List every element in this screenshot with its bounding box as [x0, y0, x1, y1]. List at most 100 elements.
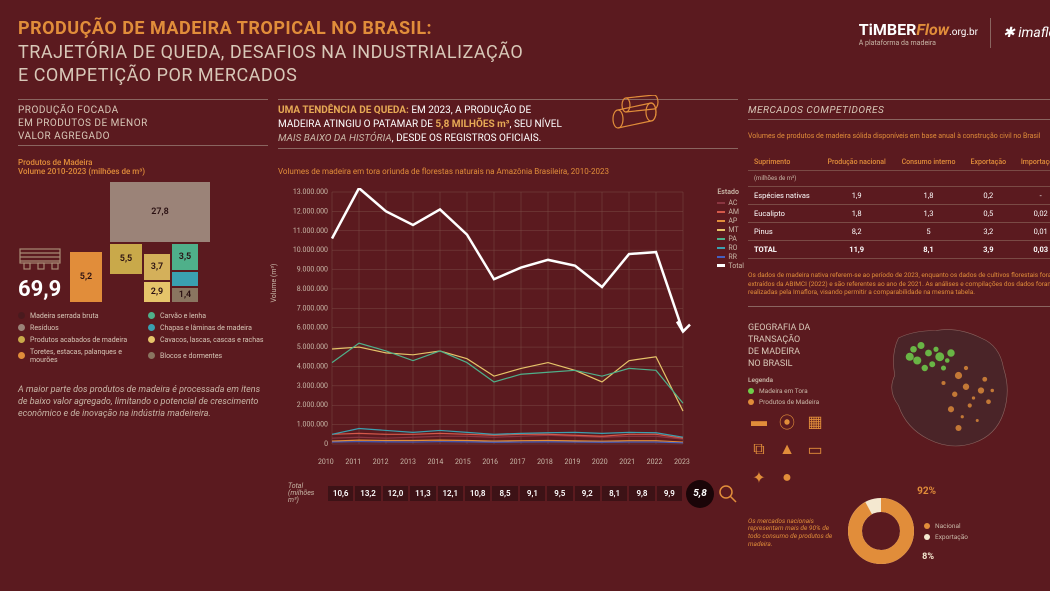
- logs-decoration-icon: [606, 95, 666, 131]
- year-label: 2022: [647, 458, 663, 466]
- total-cell: 13,2: [355, 486, 380, 501]
- year-label: 2010: [318, 458, 334, 466]
- year-label: 2018: [537, 458, 553, 466]
- rule: [18, 99, 268, 100]
- legend-item: Carvão e lenha: [148, 312, 268, 320]
- chart-subtitle: Volumes de madeira em tora oriunda de fl…: [278, 167, 738, 176]
- total-cell: 10,8: [465, 486, 490, 501]
- total-cell: 12,0: [383, 486, 408, 501]
- brand-timber: TiMBER: [859, 20, 917, 39]
- treemap: 27,85,25,53,72,93,51,4: [70, 182, 210, 302]
- treemap-cell: 3,7: [144, 254, 170, 280]
- table-cell: 8,1: [894, 241, 963, 259]
- table-cell: Pinus: [748, 223, 820, 241]
- pile-icon: ▲: [776, 438, 798, 460]
- planks-icon: ▬: [748, 410, 770, 432]
- treemap-cell: 2,9: [144, 282, 170, 302]
- legend-item: Resíduos: [18, 324, 138, 332]
- y-axis-label: Volume (m³): [270, 263, 278, 302]
- table-cell: 5: [894, 223, 963, 241]
- trend-heading: UMA TENDÊNCIA DE QUEDA: EM 2023, A PRODU…: [278, 104, 738, 146]
- rule: [18, 145, 268, 146]
- total-cell: 10,6: [328, 486, 353, 501]
- brand-flow: Flow: [916, 20, 949, 39]
- treemap-cell: 1,4: [172, 288, 198, 302]
- year-label: 2019: [565, 458, 581, 466]
- year-label: 2021: [619, 458, 635, 466]
- total-cell: 8,1: [602, 486, 627, 501]
- legend-item: Chapas e lâminas de madeira: [148, 324, 268, 332]
- map-legend: Legenda Madeira em ToraProdutos de Madei…: [748, 376, 826, 406]
- mid-column: UMA TENDÊNCIA DE QUEDA: EM 2023, A PRODU…: [278, 97, 738, 573]
- volume-note: Volumes de produtos de madeira sólida di…: [748, 132, 1050, 140]
- fence-icon: ⧉: [748, 438, 770, 460]
- treemap-cell: 27,8: [110, 182, 210, 242]
- svg-text:11.000.000: 11.000.000: [293, 227, 328, 235]
- title-line1: PRODUÇÃO DE MADEIRA TROPICAL NO BRASIL:: [18, 18, 523, 40]
- total-cell: 9,2: [575, 486, 600, 501]
- totals-label: Total (milhões m³): [288, 483, 324, 504]
- svg-text:0: 0: [324, 440, 328, 448]
- total-cell: 9,5: [547, 486, 572, 501]
- donut-legend: NacionalExportação: [924, 522, 968, 544]
- legend-item: Produtos acabados de madeira: [18, 336, 138, 344]
- svg-text:4.000.000: 4.000.000: [297, 362, 328, 370]
- brand-logo: TiMBERFlow.org.br: [859, 20, 978, 39]
- year-label: 2023: [674, 458, 690, 466]
- svg-text:9.000.000: 9.000.000: [297, 265, 328, 273]
- right-section-title: MERCADOS COMPETIDORES: [748, 104, 1050, 117]
- legend-item: Toretes, estacas, palanques e mourões: [18, 348, 138, 364]
- charcoal-icon: ●: [776, 466, 798, 488]
- table-header: Importações: [1013, 154, 1050, 171]
- x-axis-labels: 2010201120122013201420152016201720182019…: [278, 458, 738, 466]
- stack-icon: ▦: [804, 410, 826, 432]
- svg-text:10.000.000: 10.000.000: [293, 246, 328, 254]
- table-cell: Eucalipto: [748, 205, 820, 223]
- left-column: PRODUÇÃO FOCADA EM PRODUTOS DE MENOR VAL…: [18, 97, 268, 573]
- product-label: Produtos de Madeira Volume 2010-2023 (mi…: [18, 158, 268, 176]
- product-icons: ▬ ⦿ ▦ ⧉ ▲ ▭ ✦ ●: [748, 410, 826, 488]
- total-cell: 8,5: [492, 486, 517, 501]
- map-legend-item: Produtos de Madeira: [748, 398, 826, 406]
- brand-sub: A plataforma da madeira: [859, 39, 978, 47]
- brand-partner: ✱ imaflora: [1003, 25, 1050, 41]
- series-legend-item: Total: [717, 262, 744, 270]
- competitors-table: SuprimentoProdução nacionalConsumo inter…: [748, 154, 1050, 259]
- chart-svg: 01.000.0002.000.0003.000.0004.000.0005.0…: [278, 188, 738, 448]
- table-cell: 11,9: [820, 241, 894, 259]
- pct-export: 8%: [922, 552, 934, 562]
- total-cell: 9,9: [657, 486, 682, 501]
- series-legend-item: AP: [717, 217, 744, 225]
- svg-text:7.000.000: 7.000.000: [297, 304, 328, 312]
- year-label: 2014: [428, 458, 444, 466]
- market-note: Os mercados nacionais representam mais d…: [748, 518, 838, 549]
- table-cell: 0,02: [1013, 205, 1050, 223]
- table-cell: 1,8: [894, 187, 963, 205]
- map-legend-item: Madeira em Tora: [748, 387, 826, 395]
- left-footnote: A maior parte dos produtos de madeira é …: [18, 384, 268, 420]
- brand-divider: [990, 18, 991, 48]
- table-cell: 0,03: [1013, 241, 1050, 259]
- series-legend-item: RR: [717, 253, 744, 261]
- series-legend-item: AM: [717, 208, 744, 216]
- brand-domain: .org.br: [949, 27, 978, 38]
- svg-text:2.000.000: 2.000.000: [297, 401, 328, 409]
- table-header: Produção nacional: [820, 154, 894, 171]
- rule: [748, 119, 1050, 120]
- table-cell: 1,8: [820, 205, 894, 223]
- table-cell: 1,9: [820, 187, 894, 205]
- logs-icon: ⦿: [776, 410, 798, 432]
- left-section-title: PRODUÇÃO FOCADA EM PRODUTOS DE MENOR VAL…: [18, 104, 268, 143]
- chart-legend: EstadoACAMAPMTPARORRTotal: [717, 188, 744, 271]
- total-cell: 9,1: [520, 486, 545, 501]
- legend-item: Blocos e dormentes: [148, 348, 268, 364]
- svg-text:13.000.000: 13.000.000: [293, 188, 328, 196]
- pct-national: 92%: [917, 486, 936, 497]
- table-cell: TOTAL: [748, 241, 820, 259]
- year-label: 2020: [592, 458, 608, 466]
- line-chart: Volume (m³) 01.000.0002.000.0003.000.000…: [278, 188, 738, 448]
- brand-block: TiMBERFlow.org.br A plataforma da madeir…: [859, 18, 1050, 48]
- treemap-legend: Madeira serrada brutaCarvão e lenhaResíd…: [18, 312, 268, 364]
- rule: [278, 148, 738, 149]
- year-label: 2011: [345, 458, 361, 466]
